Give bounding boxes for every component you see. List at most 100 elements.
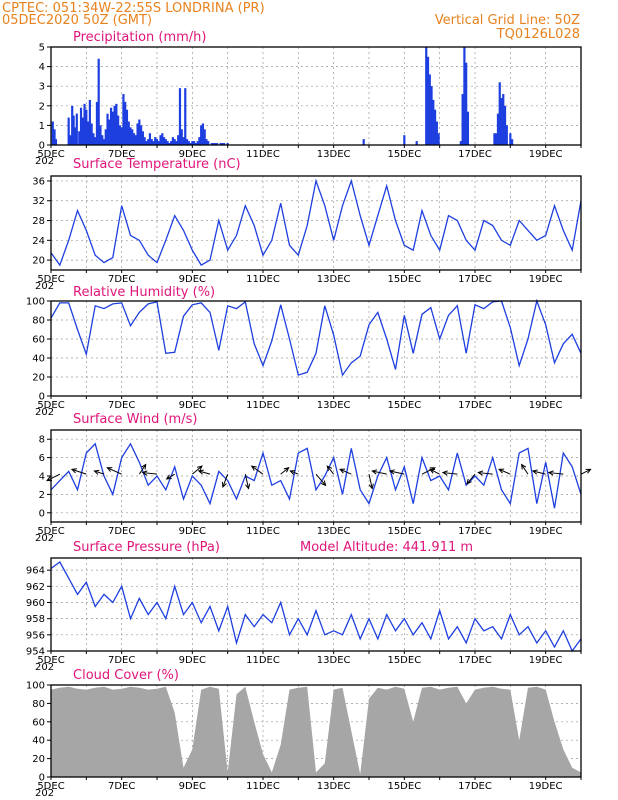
wind-wind-arrow-head <box>196 465 203 471</box>
wind-ytick-label: 6 <box>39 453 45 464</box>
wind-wind-arrow <box>429 468 440 475</box>
wind-xtick-label: 13DEC <box>317 526 351 537</box>
precip-bar <box>219 143 222 145</box>
precip-bar <box>437 133 440 145</box>
precip-bar <box>53 129 56 145</box>
wind-title: Surface Wind (m/s) <box>73 412 197 427</box>
precip-xtick-label: 7DEC <box>108 149 135 160</box>
cloud-xtick-label: 17DEC <box>458 781 492 792</box>
precip-bar <box>226 143 229 145</box>
wind-wind-arrow-head <box>429 468 436 474</box>
precip-bar <box>134 135 137 145</box>
wind-wind-arrow-head <box>221 481 227 489</box>
precip-bar <box>94 137 97 145</box>
wind-wind-arrow <box>94 470 105 475</box>
precip-ytick-label: 4 <box>39 62 45 73</box>
precip-xtick-label: 5DEC <box>37 149 64 160</box>
wind-wind-arrow-head <box>477 470 484 476</box>
wind-wind-arrow <box>138 464 147 475</box>
precip-bar <box>175 141 178 145</box>
precip-bar <box>495 133 498 145</box>
precip-bar <box>509 133 512 145</box>
cloud-area <box>51 686 581 777</box>
wind-wind-arrow-head <box>245 483 251 490</box>
cloud-ytick-label: 60 <box>32 717 45 728</box>
precip-bar <box>207 141 210 145</box>
wind-wind-arrow-head <box>466 478 472 485</box>
temp-ytick-label: 28 <box>32 216 45 227</box>
precip-bar <box>51 121 54 145</box>
rh-xtick-label: 19DEC <box>529 400 563 411</box>
wind-wind-arrow <box>166 473 175 480</box>
precip-bar <box>88 99 91 145</box>
wind-wind-arrow <box>548 472 564 475</box>
wind-wind-arrow-head <box>250 465 257 471</box>
precip-ytick-label: 2 <box>39 101 45 112</box>
wind-wind-arrow <box>521 464 529 475</box>
precip-bar <box>205 139 208 145</box>
rh-xtick-label: 13DEC <box>317 400 351 411</box>
wind-series-line <box>50 442 582 509</box>
precip-bar <box>81 117 84 145</box>
temp-ytick-label: 32 <box>32 196 45 207</box>
precip-bar <box>71 105 74 145</box>
precip-bar <box>72 115 75 145</box>
precip-bar <box>459 141 462 145</box>
wind-wind-arrow <box>222 473 229 488</box>
precip-bar <box>193 141 196 145</box>
precip-bar <box>101 135 104 145</box>
precip-bar <box>145 141 148 145</box>
precip-bar <box>215 143 219 145</box>
pres-xtick-label: 17DEC <box>458 655 492 666</box>
precip-bar <box>117 115 120 145</box>
precip-bar <box>203 129 206 145</box>
precip-bar <box>147 139 150 145</box>
wind-ytick-label: 0 <box>39 508 45 519</box>
precip-bar <box>127 121 130 145</box>
cloud-xtick-label: 7DEC <box>108 781 135 792</box>
precip-bar <box>73 127 77 145</box>
pres-panel: 954 956 958 960 962 964 5DEC 7DEC 9DEC 11DEC 13DEC… <box>26 540 582 673</box>
wind-wind-arrow <box>290 470 299 475</box>
temp-series-line <box>50 178 582 267</box>
wind-wind-arrow <box>280 467 289 475</box>
precip-bar <box>99 125 102 145</box>
wind-wind-arrow-head <box>371 469 378 475</box>
header-grid-line: Vertical Grid Line: 50Z <box>435 13 580 28</box>
precip-bar <box>425 47 428 145</box>
rh-frame <box>50 300 582 397</box>
precip-bar <box>500 97 503 145</box>
precip-bar <box>159 135 162 145</box>
precip-bar <box>109 107 113 145</box>
precip-bar <box>432 99 435 145</box>
precip-xtick-label: 15DEC <box>387 149 421 160</box>
precip-bar <box>194 143 197 145</box>
precip-bar <box>171 137 174 145</box>
precip-bar <box>191 141 194 145</box>
precip-xtick-label: 9DEC <box>179 149 206 160</box>
precip-bar <box>435 121 438 145</box>
precip-bar <box>185 139 189 145</box>
precip-xtick-label: 13DEC <box>317 149 351 160</box>
precip-bar <box>67 117 70 145</box>
precip-bar <box>138 119 141 145</box>
precip-bar <box>83 103 86 145</box>
cloud-ytick-label: 20 <box>32 754 45 765</box>
wind-wind-arrow <box>244 474 250 489</box>
precip-bar <box>90 123 93 145</box>
wind-ytick-label: 8 <box>39 435 45 446</box>
pres-xtick-label: 11DEC <box>246 655 280 666</box>
pres-series-line <box>50 561 582 653</box>
precip-bar <box>221 143 224 145</box>
wind-wind-arrow-head <box>531 469 538 475</box>
precip-bar <box>164 139 167 145</box>
precip-bar <box>184 88 187 145</box>
precip-bar <box>150 139 153 145</box>
wind-wind-arrow-head <box>520 463 527 470</box>
precip-bar <box>154 137 157 145</box>
wind-wind-arrow-head <box>141 463 147 470</box>
wind-wind-arrow <box>198 470 211 475</box>
precip-bar <box>157 141 160 145</box>
wind-wind-arrow <box>372 470 387 475</box>
